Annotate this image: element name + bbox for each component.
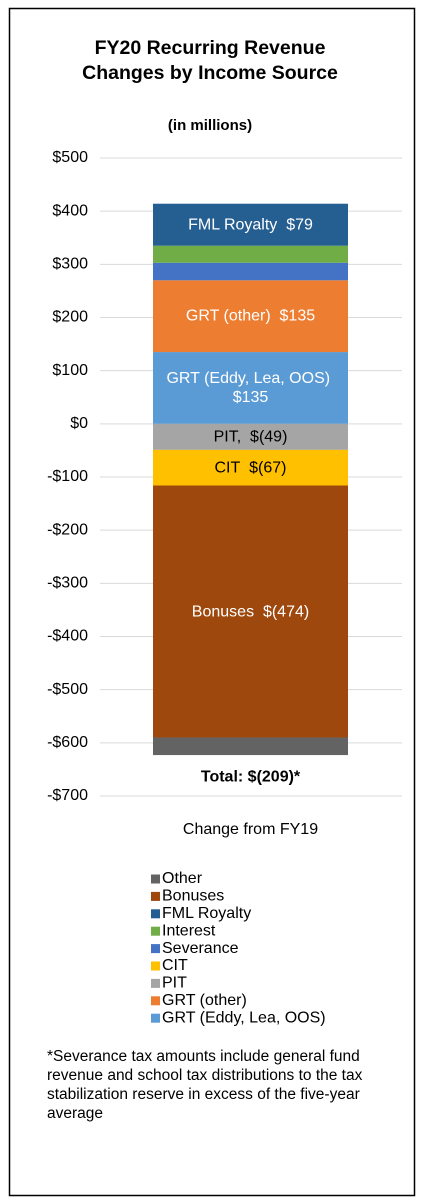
legend-swatch (151, 909, 160, 919)
legend-label: CIT (162, 957, 188, 974)
bar-label-value: $(49) (250, 428, 288, 446)
legend-label: FML Royalty (162, 905, 251, 922)
bar-segment (153, 485, 348, 738)
legend-swatch (151, 891, 160, 901)
bar-label-value: $79 (286, 216, 313, 234)
bar-label-value: $135 (279, 307, 316, 325)
bar-segment (153, 737, 348, 756)
bar-label: Bonuses $(474) (161, 602, 341, 621)
bar-label: FML Royalty $79 (161, 215, 341, 234)
legend-swatch (151, 961, 160, 971)
legend-label: Other (162, 870, 203, 887)
bar-label-name: PIT, (213, 428, 242, 446)
y-tick-label: -$300 (47, 575, 88, 592)
legend-label: Bonuses (162, 888, 224, 905)
legend-swatch (151, 1013, 160, 1023)
y-tick-label: $0 (70, 415, 88, 432)
bar-label-value: $(67) (249, 459, 287, 477)
legend-swatch (151, 874, 160, 884)
legend-label: Interest (162, 922, 216, 939)
y-tick-label: $500 (52, 149, 88, 166)
bar-label: PIT, $(49) (161, 427, 341, 446)
y-tick-label: -$500 (47, 681, 88, 698)
bar-label-value: $(474) (262, 603, 310, 620)
legend-label: Severance (162, 940, 239, 957)
y-tick-label: $200 (52, 309, 88, 326)
bar-label: GRT (Eddy, Lea, OOS) $135 (161, 369, 341, 407)
bar-label-name: FML Royalty (188, 216, 278, 234)
bar-segment (153, 262, 348, 281)
bar-label-name: Bonuses (191, 603, 255, 620)
bar-label: GRT (other) $135 (161, 307, 341, 326)
bar-segment (153, 423, 348, 450)
y-tick-label: -$600 (47, 734, 88, 751)
y-tick-label: -$200 (47, 521, 88, 538)
bar-segment (153, 352, 348, 424)
y-tick-label: $300 (52, 256, 88, 273)
bar-label-name: GRT (Eddy, Lea, OOS) (166, 369, 331, 387)
total-label: Total: $(209)* (201, 768, 301, 785)
bar-label-value: $135 (232, 388, 269, 406)
bar-label-name: CIT (214, 459, 241, 477)
y-tick-label: $400 (52, 202, 88, 219)
y-tick-label: -$400 (47, 628, 88, 645)
legend-swatch (151, 944, 160, 954)
chart-title: FY20 Recurring Revenue Changes by Income… (82, 37, 338, 84)
bar-segment (153, 203, 348, 246)
y-tick-label: $100 (52, 362, 88, 379)
bar-label: CIT $(67) (161, 458, 341, 477)
legend-label: PIT (162, 975, 187, 992)
legend-label: GRT (Eddy, Lea, OOS) (162, 1009, 326, 1026)
y-tick-label: -$100 (47, 468, 88, 485)
y-tick-label: -$700 (47, 787, 88, 804)
x-tick-label: Change from FY19 (183, 821, 318, 838)
footnote: *Severance tax amounts include general f… (47, 1048, 363, 1122)
frame (8, 7, 416, 1197)
bar-label-name: GRT (other) (185, 307, 271, 325)
legend-label: GRT (other) (162, 992, 247, 1009)
chart-subtitle: (in millions) (167, 117, 253, 134)
bar-segment (153, 245, 348, 263)
legend-swatch (151, 978, 160, 988)
legend-swatch (151, 996, 160, 1006)
bar-segment (153, 280, 348, 353)
legend-swatch (151, 926, 160, 936)
bar-segment (153, 449, 348, 486)
